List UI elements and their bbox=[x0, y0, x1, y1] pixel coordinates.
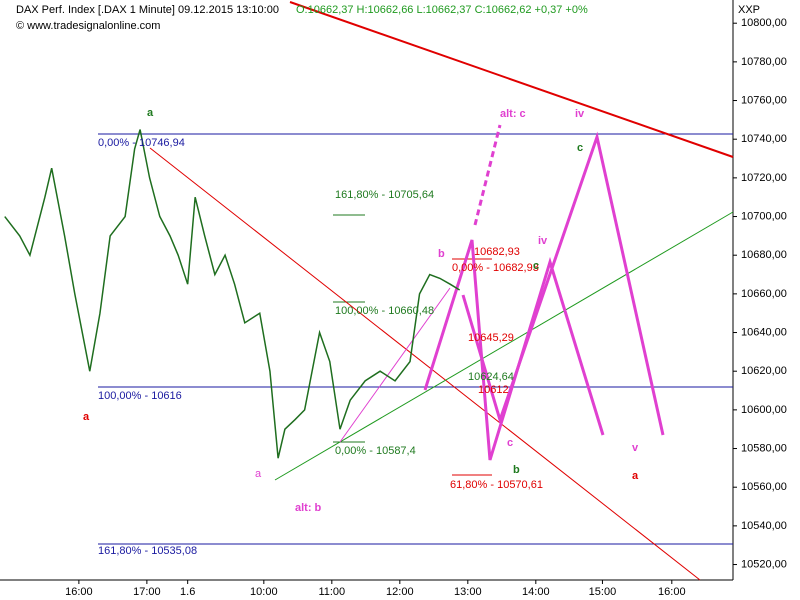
annotation: 161,80% - 10535,08 bbox=[98, 545, 197, 557]
annotation: 161,80% - 10705,64 bbox=[335, 189, 434, 201]
header-quote: O:10662,37 H:10662,66 L:10662,37 C:10662… bbox=[296, 4, 588, 16]
annotation: b bbox=[513, 464, 520, 476]
x-tick-label: 17:00 bbox=[133, 586, 161, 598]
x-tick-label: 13:00 bbox=[454, 586, 482, 598]
annotation: a bbox=[632, 470, 639, 482]
x-tick-label: 14:00 bbox=[522, 586, 550, 598]
annotation: b bbox=[438, 248, 445, 260]
x-tick-label: 16:00 bbox=[65, 586, 93, 598]
y-tick-label: 10540,00 bbox=[741, 520, 787, 532]
annotation: 0,00% - 10746,94 bbox=[98, 137, 185, 149]
y-tick-label: 10760,00 bbox=[741, 94, 787, 106]
annotation: alt: c bbox=[500, 108, 526, 120]
annotation: 100,00% - 10616 bbox=[98, 390, 182, 402]
wave-projection bbox=[461, 131, 665, 436]
trend-line bbox=[289, 1, 734, 158]
trend-line bbox=[274, 211, 734, 481]
annotation: 10682,93 bbox=[474, 246, 520, 258]
x-tick-label: 15:00 bbox=[589, 586, 617, 598]
y-tick-label: 10680,00 bbox=[741, 249, 787, 261]
annotation: c bbox=[533, 260, 539, 272]
y-tick-label: 10560,00 bbox=[741, 481, 787, 493]
y-tick-label: 10640,00 bbox=[741, 326, 787, 338]
annotation: c bbox=[507, 437, 513, 449]
annotation: a bbox=[255, 468, 262, 480]
y-tick-label: 10720,00 bbox=[741, 172, 787, 184]
annotation: a bbox=[147, 107, 154, 119]
annotation: 0,00% - 10682,93 bbox=[452, 262, 539, 274]
x-tick-label: 16:00 bbox=[658, 586, 686, 598]
trend-line bbox=[339, 287, 451, 443]
y-tick-label: 10660,00 bbox=[741, 288, 787, 300]
wave-projection bbox=[473, 124, 502, 226]
annotation: 10645,29 bbox=[468, 332, 514, 344]
y-tick-label: 10740,00 bbox=[741, 133, 787, 145]
annotation: 61,80% - 10570,61 bbox=[450, 479, 543, 491]
y-tick-label: 10580,00 bbox=[741, 442, 787, 454]
y-tick-label: 10600,00 bbox=[741, 404, 787, 416]
annotation: alt: b bbox=[295, 502, 322, 514]
annotation: iv bbox=[538, 235, 548, 247]
annotation: 10624,64 bbox=[468, 371, 514, 383]
trend-line bbox=[149, 147, 701, 581]
annotation: a bbox=[83, 411, 90, 423]
y-tick-label: 10780,00 bbox=[741, 56, 787, 68]
y-tick-label: 10520,00 bbox=[741, 558, 787, 570]
y-tick-label: 10620,00 bbox=[741, 365, 787, 377]
annotation: c bbox=[577, 142, 583, 154]
y-tick-label: 10700,00 bbox=[741, 210, 787, 222]
annotation: 100,00% - 10660,48 bbox=[335, 305, 434, 317]
studies bbox=[98, 1, 734, 581]
x-tick-label: 11:00 bbox=[318, 586, 345, 598]
header-title: DAX Perf. Index [.DAX 1 Minute] 09.12.20… bbox=[16, 4, 279, 16]
annotation: 10612 bbox=[478, 384, 509, 396]
price-line bbox=[4, 129, 461, 459]
x-tick-label: 10:00 bbox=[250, 586, 278, 598]
x-tick-label: 12:00 bbox=[386, 586, 414, 598]
annotation: iv bbox=[575, 108, 585, 120]
x-tick-label: 1.6 bbox=[180, 586, 195, 598]
annotation: v bbox=[632, 442, 639, 454]
wave-projection bbox=[423, 239, 605, 461]
symbol: XXP bbox=[738, 4, 760, 16]
y-tick-label: 10800,00 bbox=[741, 17, 787, 29]
annotation: 0,00% - 10587,4 bbox=[335, 445, 416, 457]
source: © www.tradesignalonline.com bbox=[16, 20, 160, 32]
